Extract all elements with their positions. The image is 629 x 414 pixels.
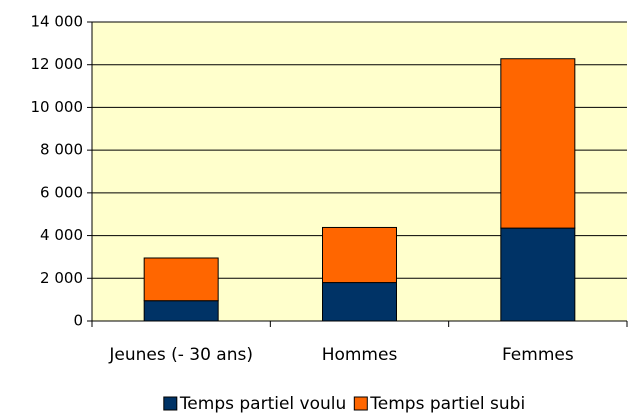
y-tick-label: 2 000 xyxy=(40,269,83,287)
bar-segment xyxy=(500,58,576,229)
bar-segment xyxy=(143,300,219,322)
legend-label: Temps partiel voulu xyxy=(179,394,346,414)
y-tick-label: 12 000 xyxy=(31,55,84,73)
y-tick-label: 4 000 xyxy=(40,226,83,244)
y-tick-label: 6 000 xyxy=(40,183,83,201)
x-tick-label: Femmes xyxy=(502,345,574,365)
y-tick-label: 0 xyxy=(73,312,83,330)
legend-swatch xyxy=(163,396,178,411)
bar-segment xyxy=(143,257,219,302)
x-tick-label: Hommes xyxy=(322,345,398,365)
legend-swatch xyxy=(353,396,368,411)
legend-label: Temps partiel subi xyxy=(369,394,525,414)
bar-segment xyxy=(322,226,397,284)
bar-segment xyxy=(500,227,576,322)
y-tick-label: 8 000 xyxy=(40,141,83,159)
x-tick-label: Jeunes (- 30 ans) xyxy=(108,345,253,365)
legend: Temps partiel voulu Temps partiel subi xyxy=(163,394,525,414)
y-tick-label: 14 000 xyxy=(31,13,84,31)
bar-segment xyxy=(322,282,397,322)
y-tick-label: 10 000 xyxy=(31,98,84,116)
